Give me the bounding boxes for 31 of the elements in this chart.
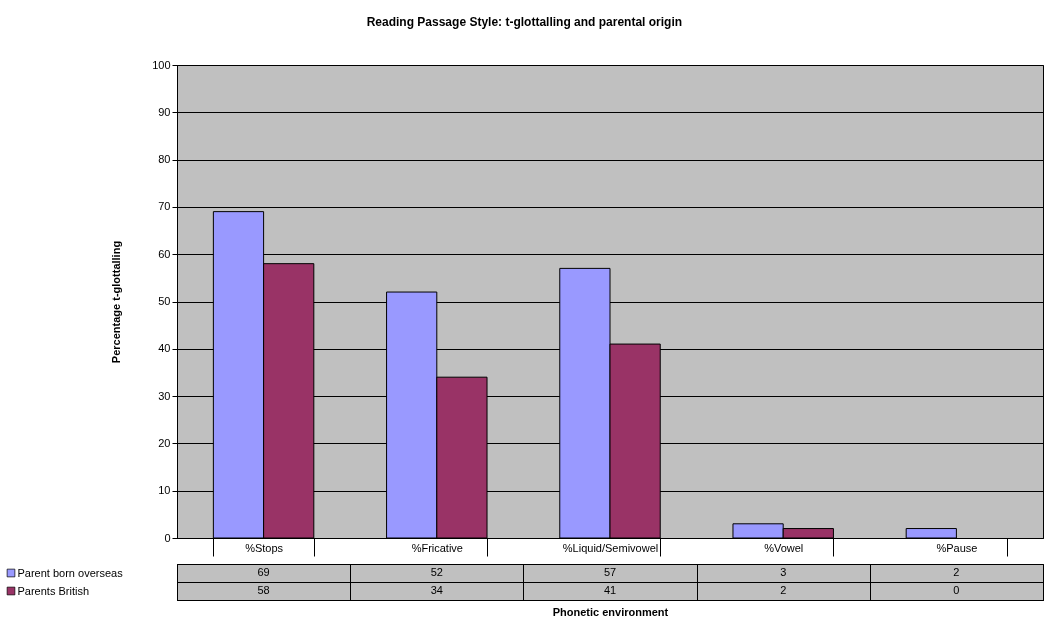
y-tick-label: 60 xyxy=(158,247,171,260)
y-tick-label: 20 xyxy=(158,436,171,449)
data-label: 0 xyxy=(953,584,960,596)
data-label: 69 xyxy=(257,566,270,578)
chart-title: Reading Passage Style: t-glottalling and parental origin xyxy=(366,14,683,29)
y-tick-label: 50 xyxy=(158,295,171,307)
data-label: 3 xyxy=(780,566,787,578)
y-tick-label: 10 xyxy=(158,484,171,497)
y-axis-title: Percentage t-glottalling xyxy=(110,240,123,364)
y-tick-label: 80 xyxy=(158,153,171,166)
y-tick-label: 40 xyxy=(158,342,171,355)
x-tick-label: %Fricative xyxy=(411,541,463,554)
y-tick-label: 100 xyxy=(152,58,171,71)
x-axis-title: Phonetic environment xyxy=(552,605,669,618)
data-label: 52 xyxy=(430,566,443,578)
y-tick-label: 0 xyxy=(164,531,171,544)
x-tick-label: %Pause xyxy=(936,541,978,554)
x-tick-label: %Liquid/Semivowel xyxy=(562,541,659,554)
y-tick-label: 90 xyxy=(158,105,171,118)
x-tick-label: %Stops xyxy=(245,541,284,554)
legend-label: Parents British xyxy=(17,584,90,597)
y-tick-label: 30 xyxy=(158,389,171,402)
data-label: 2 xyxy=(953,566,960,578)
data-label: 57 xyxy=(603,566,617,578)
data-label: 34 xyxy=(430,584,443,596)
data-label: 2 xyxy=(780,584,787,596)
legend-label: Parent born overseas xyxy=(17,566,124,579)
data-label: 41 xyxy=(603,584,617,596)
y-tick-label: 70 xyxy=(158,200,171,213)
data-label: 58 xyxy=(257,584,270,596)
x-tick-label: %Vowel xyxy=(764,541,804,554)
